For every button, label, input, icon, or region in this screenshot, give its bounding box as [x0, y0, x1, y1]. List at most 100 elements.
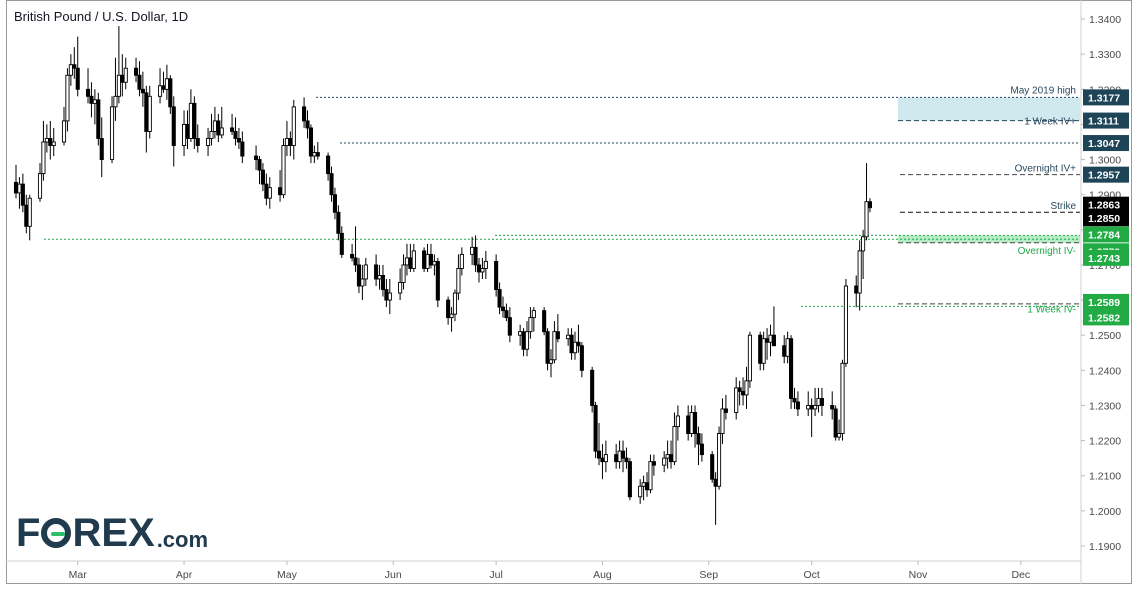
candle-body-down [89, 95, 94, 104]
candle-body-down [302, 106, 307, 122]
candle-body-down [497, 289, 502, 308]
candle-body-down [476, 264, 482, 273]
candle-body-down [264, 183, 269, 199]
x-tick-label: Nov [909, 569, 928, 581]
week-iv-upper-zone [898, 97, 1080, 121]
candle-body-down [627, 461, 632, 498]
candle-body-up [456, 267, 461, 294]
candle-body-up [638, 485, 643, 498]
price-badge-label: 1.2850 [1088, 213, 1120, 225]
x-tick-label: Oct [803, 569, 819, 581]
candle-body-down [254, 155, 259, 161]
candle-body-down [120, 74, 125, 83]
candle-body-down [545, 331, 550, 364]
candle-body-down [144, 92, 149, 132]
candle-body-up [648, 461, 653, 491]
candle-body-down [137, 74, 142, 90]
candle-body-down [593, 404, 598, 452]
price-badge [1083, 249, 1129, 266]
candle-body-down [737, 387, 742, 392]
candle-body-down [569, 334, 574, 354]
candle-body-down [308, 127, 313, 157]
candle-body-down [408, 257, 413, 269]
candle-body-up [425, 253, 430, 269]
candle-body-down [85, 88, 91, 97]
candle-body-down [758, 334, 763, 364]
candle-body-down [644, 482, 650, 491]
candle-body-down [230, 127, 235, 132]
candle-body-up [837, 433, 842, 438]
candle-body-up [843, 285, 848, 364]
candle-body-up [281, 145, 286, 196]
candle-body-up [291, 106, 296, 146]
candle-body-up [470, 246, 475, 255]
candle-body-down [192, 102, 197, 139]
candle-body-up [377, 275, 382, 280]
price-badge [1083, 293, 1129, 310]
candle-body-down [171, 106, 176, 146]
y-tick-label: 1.3400 [1089, 14, 1121, 26]
candle-body-down [257, 159, 262, 171]
candle-body-up [548, 359, 554, 364]
price-badge-label: 1.3177 [1088, 92, 1120, 104]
candle-body-up [734, 387, 739, 413]
candle-body-down [507, 317, 512, 336]
candle-body-down [521, 331, 526, 350]
candle-body-down [195, 138, 200, 146]
candle-body-up [665, 454, 670, 459]
candle-body-down [353, 257, 358, 266]
candle-body-down [332, 194, 337, 213]
price-badge-label: 1.3111 [1088, 116, 1119, 128]
y-tick-label: 1.2500 [1089, 330, 1121, 342]
candle-body-down [713, 478, 718, 487]
y-tick-label: 1.2200 [1089, 436, 1121, 448]
price-badge-label: 1.2957 [1088, 170, 1120, 182]
candle-body-down [99, 138, 104, 161]
candle-body-up [181, 123, 187, 146]
candle-body-down [624, 457, 629, 463]
candle-body-down [384, 289, 389, 301]
candle-body-down [699, 443, 704, 456]
candle-body-down [741, 390, 746, 396]
candle-body-up [785, 338, 790, 357]
candle-body-down [473, 246, 478, 266]
x-tick-label: Jul [489, 569, 502, 581]
candle-body-down [789, 338, 794, 399]
candle-body-down [668, 454, 674, 463]
candle-body-up [363, 264, 368, 280]
candle-body-down [428, 253, 434, 266]
candle-body-down [833, 408, 838, 438]
candle-body-down [278, 187, 283, 196]
candle-body-up [267, 187, 272, 199]
candle-body-down [233, 131, 238, 139]
candle-body-down [590, 369, 595, 406]
candle-body-down [555, 331, 560, 340]
candle-body-down [614, 454, 619, 463]
candle-body-up [27, 197, 32, 227]
candle-body-down [435, 260, 440, 301]
candle-body-up [123, 67, 128, 83]
candle-body-down [168, 78, 173, 108]
candle-body-up [524, 331, 530, 350]
price-badge-label: 1.2589 [1088, 297, 1120, 309]
candle-body-down [185, 123, 190, 139]
candle-body-up [689, 412, 694, 434]
candle-body-up [531, 310, 536, 319]
candle-body-up [813, 404, 818, 410]
candle-body-up [840, 362, 845, 434]
candle-body-up [209, 131, 214, 139]
candle-body-up [387, 292, 392, 301]
chart-title: British Pound / U.S. Dollar, 1D [14, 9, 189, 24]
candle-body-up [188, 102, 193, 139]
candle-body-up [113, 95, 118, 108]
price-badge [1083, 309, 1129, 326]
candle-body-up [61, 120, 67, 143]
candle-body-down [782, 345, 787, 357]
candle-body-down [336, 211, 341, 234]
candle-body-up [164, 78, 169, 90]
candle-body-up [672, 426, 677, 463]
level-label: 1 Week IV+ [1024, 117, 1076, 128]
candle-body-up [41, 141, 46, 175]
candle-body-up [816, 397, 821, 406]
